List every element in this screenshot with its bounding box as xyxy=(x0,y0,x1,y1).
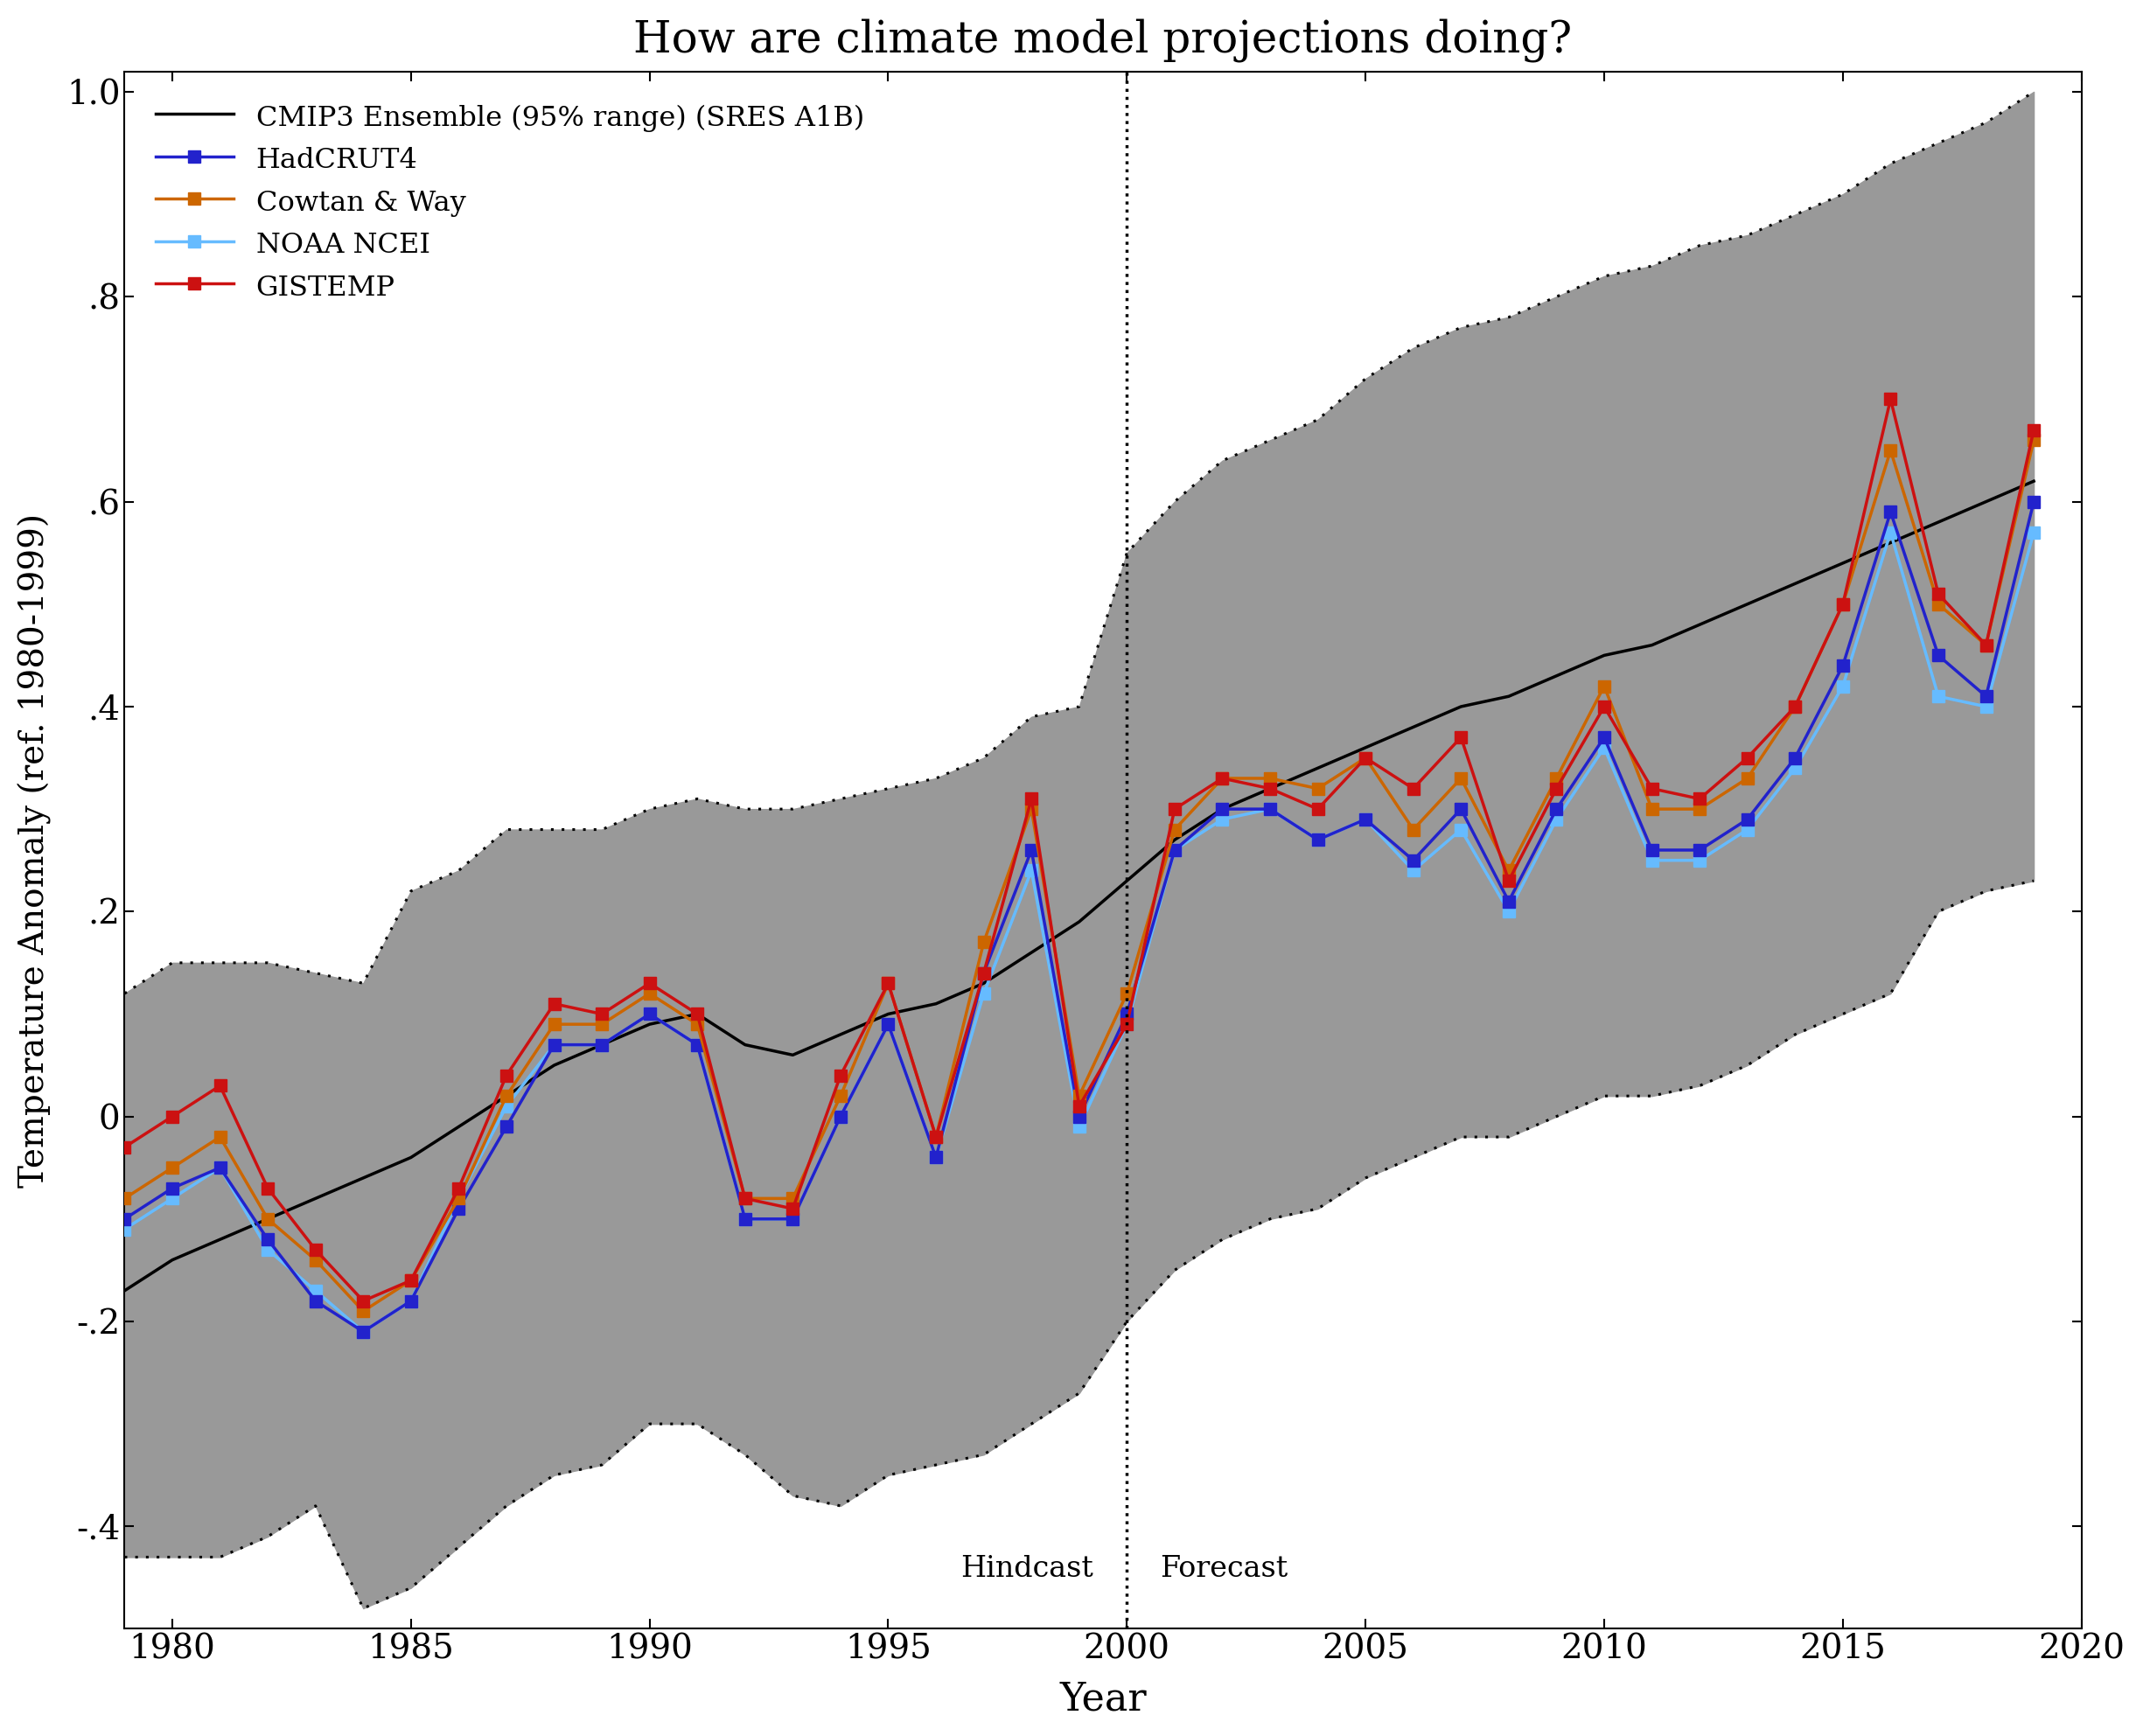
Text: Hindcast: Hindcast xyxy=(960,1555,1093,1583)
X-axis label: Year: Year xyxy=(1059,1680,1147,1719)
Title: How are climate model projections doing?: How are climate model projections doing? xyxy=(634,17,1573,62)
Legend: CMIP3 Ensemble (95% range) (SRES A1B), HadCRUT4, Cowtan & Way, NOAA NCEI, GISTEM: CMIP3 Ensemble (95% range) (SRES A1B), H… xyxy=(139,85,881,318)
Y-axis label: Temperature Anomaly (ref. 1980-1999): Temperature Anomaly (ref. 1980-1999) xyxy=(19,512,51,1187)
Text: Forecast: Forecast xyxy=(1159,1555,1288,1583)
